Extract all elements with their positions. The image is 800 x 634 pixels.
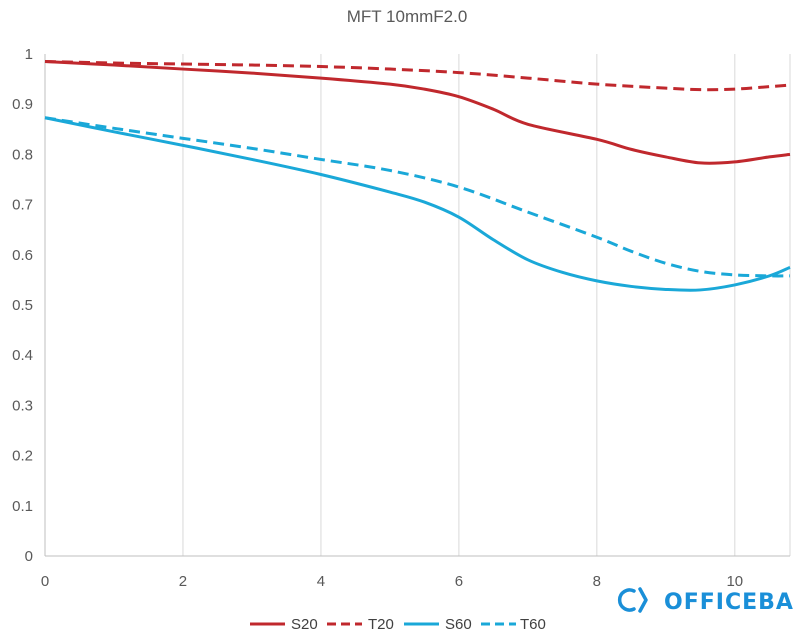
- y-tick-label: 1: [25, 46, 33, 63]
- series-line-t20: [44, 60, 791, 92]
- x-tick-label: 2: [179, 573, 187, 590]
- watermark-logo-icon: [617, 587, 648, 613]
- x-tick-labels: 0 2 4 6 8 10: [41, 573, 743, 590]
- series-line-t60: [44, 116, 791, 278]
- x-tick-label: 8: [593, 573, 601, 590]
- y-tick-label: 0.3: [12, 397, 33, 414]
- series-line-s60: [44, 116, 791, 292]
- legend-label-t20: T20: [368, 616, 394, 633]
- y-tick-label: 0.8: [12, 146, 33, 163]
- series-line-s20: [44, 60, 791, 165]
- legend-label-s20: S20: [291, 616, 318, 633]
- watermark-logo: OFFICEBA: [617, 587, 794, 615]
- watermark-text: OFFICEBA: [664, 590, 794, 615]
- y-tick-label: 0.4: [12, 347, 33, 364]
- chart-title: MFT 10mmF2.0: [347, 7, 468, 26]
- series-lines: [44, 60, 791, 292]
- y-tick-label: 0.6: [12, 247, 33, 264]
- axes: [44, 54, 790, 557]
- legend: S20 T20 S60 T60: [250, 616, 546, 633]
- y-tick-labels: 0 0.1 0.2 0.3 0.4 0.5 0.6 0.7 0.8 0.9 1: [12, 46, 33, 565]
- legend-label-s60: S60: [445, 616, 472, 633]
- x-tick-label: 6: [455, 573, 463, 590]
- grid-lines: [182, 54, 791, 556]
- legend-label-t60: T60: [520, 616, 546, 633]
- y-tick-label: 0.5: [12, 297, 33, 314]
- x-tick-label: 10: [726, 573, 743, 590]
- y-tick-label: 0: [25, 548, 33, 565]
- y-tick-label: 0.1: [12, 498, 33, 515]
- x-tick-label: 4: [317, 573, 325, 590]
- x-tick-label: 0: [41, 573, 49, 590]
- y-tick-label: 0.9: [12, 96, 33, 113]
- y-tick-label: 0.7: [12, 197, 33, 214]
- y-tick-label: 0.2: [12, 448, 33, 465]
